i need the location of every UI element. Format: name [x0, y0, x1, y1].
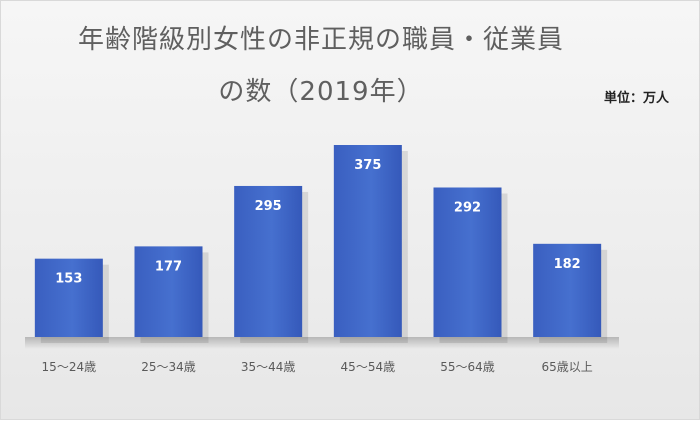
category-label-4: 45～54歳: [341, 360, 396, 374]
data-label-3: 295: [255, 199, 282, 214]
bar-2: [134, 246, 203, 337]
category-label-3: 35～44歳: [241, 360, 296, 374]
bar-3: [234, 185, 303, 337]
chart-title-line2: の数（2019年）: [218, 77, 424, 107]
data-label-4: 375: [354, 158, 381, 173]
bar-4: [333, 145, 402, 337]
category-label-6: 65歳以上: [542, 360, 593, 374]
data-label-6: 182: [554, 257, 581, 272]
bar-1: [34, 258, 103, 337]
category-label-2: 25～34歳: [141, 360, 196, 374]
bar-6: [533, 243, 602, 337]
bar-5: [433, 187, 502, 337]
category-label-1: 15～24歳: [42, 360, 97, 374]
unit-label: 単位：万人: [603, 91, 669, 106]
data-label-2: 177: [155, 259, 182, 274]
data-label-5: 292: [454, 200, 481, 215]
chart-title-line1: 年齢階級別女性の非正規の職員・従業員: [77, 25, 564, 55]
category-label-5: 55～64歳: [440, 360, 495, 374]
data-label-1: 153: [55, 272, 82, 287]
floor-shadow: [25, 337, 619, 349]
